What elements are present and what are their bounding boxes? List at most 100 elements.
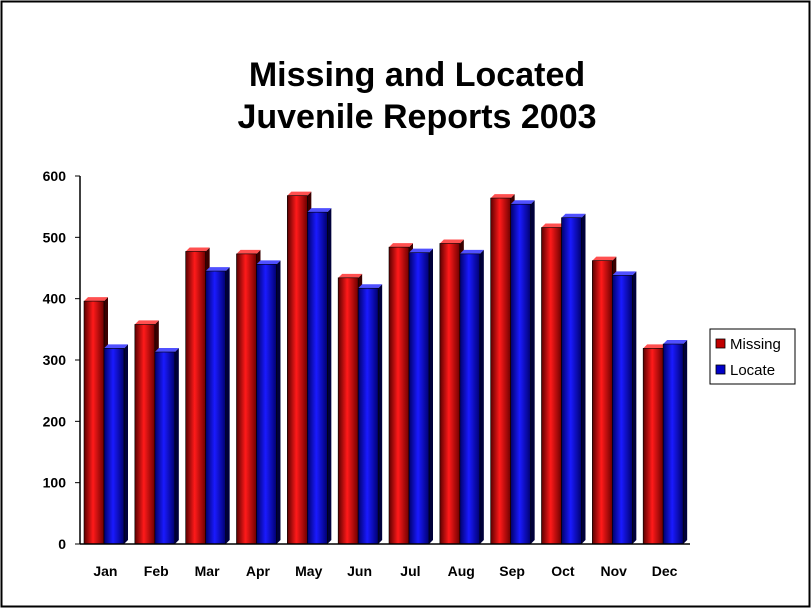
bar-top <box>439 239 464 244</box>
bars-layer <box>83 191 688 545</box>
x-tick-label-dec: Dec <box>652 563 678 579</box>
bar-face <box>459 253 481 545</box>
bar-locate-jun <box>357 284 383 545</box>
legend-label-missing: Missing <box>730 336 781 353</box>
bar-top <box>236 249 261 254</box>
bar-side <box>174 348 179 544</box>
bar-side <box>276 260 281 544</box>
y-tick-label: 100 <box>43 475 67 491</box>
bar-face <box>236 253 257 545</box>
bar-top <box>561 213 586 218</box>
bar-face <box>510 203 531 545</box>
bar-face <box>154 351 176 545</box>
bar-face <box>541 227 562 545</box>
bar-locate-may <box>307 208 332 545</box>
bar-top <box>104 344 128 349</box>
bar-locate-jan <box>103 344 128 545</box>
bar-side <box>378 284 383 544</box>
legend-swatch-locate <box>715 364 726 375</box>
bar-locate-nov <box>612 271 637 545</box>
bar-side <box>124 344 128 544</box>
x-tick-label-feb: Feb <box>144 563 169 579</box>
x-tick-label-aug: Aug <box>448 563 475 579</box>
x-tick-label-nov: Nov <box>601 563 628 579</box>
bar-top <box>510 200 535 205</box>
bar-top <box>663 340 688 345</box>
bar-top <box>592 256 617 261</box>
bar-top <box>287 191 312 196</box>
chart-title-line-1: Missing and Located <box>249 56 585 94</box>
bar-face <box>561 217 582 545</box>
bar-face <box>357 287 379 545</box>
bar-top <box>358 284 383 289</box>
bar-locate-oct <box>561 213 586 545</box>
bar-locate-aug <box>459 249 484 545</box>
bar-face <box>642 348 664 545</box>
y-tick-label: 500 <box>43 229 67 245</box>
bar-top <box>84 297 108 302</box>
bar-side <box>683 340 688 544</box>
bar-face <box>439 243 461 545</box>
bar-face <box>662 343 684 545</box>
bar-top <box>134 320 159 325</box>
bar-top <box>185 247 210 252</box>
bar-top <box>409 248 433 253</box>
x-tick-label-oct: Oct <box>551 563 575 579</box>
bar-locate-jul <box>408 248 433 545</box>
bar-face <box>103 348 125 545</box>
legend-swatch-missing <box>715 338 726 349</box>
bar-locate-apr <box>256 260 281 545</box>
bar-face <box>205 270 226 545</box>
bar-top <box>643 344 668 349</box>
legend: Missing Locate <box>709 328 796 385</box>
bar-locate-mar <box>205 267 230 545</box>
bar-face <box>134 324 156 545</box>
x-tick-label-mar: Mar <box>195 563 220 579</box>
legend-label-locate: Locate <box>730 362 775 379</box>
bar-face <box>612 275 633 545</box>
bar-locate-sep <box>510 200 535 545</box>
x-tick-label-sep: Sep <box>499 563 525 579</box>
bar-top <box>612 271 637 276</box>
bar-side <box>632 271 637 544</box>
bar-top <box>205 267 230 272</box>
bar-side <box>581 213 586 544</box>
y-tick-label: 0 <box>58 536 66 552</box>
bar-face <box>592 260 613 545</box>
y-ticks-layer: 0 100 200 300 400 500 600 <box>43 168 80 552</box>
bar-top <box>389 243 413 248</box>
x-ticks-layer: Jan Feb Mar Apr May Jun Jul Aug Sep Oct Nov Dec <box>93 563 677 579</box>
bar-top <box>256 260 281 265</box>
bar-top <box>307 208 332 213</box>
x-tick-label-jul: Jul <box>400 563 420 579</box>
bar-top <box>459 249 484 254</box>
bar-face <box>490 197 511 545</box>
bar-face <box>83 300 105 545</box>
bar-locate-dec <box>662 340 688 545</box>
x-tick-label-may: May <box>295 563 322 579</box>
y-tick-label: 600 <box>43 168 67 184</box>
bar-side <box>479 249 484 545</box>
bar-face <box>337 277 359 545</box>
legend-box <box>709 328 796 385</box>
x-tick-label-jun: Jun <box>347 563 372 579</box>
bar-top <box>154 348 179 353</box>
bar-face <box>256 264 277 545</box>
bar-top <box>338 273 363 278</box>
bar-face <box>185 251 206 545</box>
bar-face <box>408 252 430 545</box>
x-tick-label-jan: Jan <box>93 563 117 579</box>
bar-side <box>327 208 332 545</box>
bar-locate-feb <box>154 348 179 545</box>
bar-side <box>429 248 433 544</box>
bar-top <box>541 223 566 228</box>
y-tick-label: 300 <box>43 352 67 368</box>
bar-face <box>287 195 308 545</box>
bar-side <box>225 267 230 544</box>
bar-top <box>490 194 515 199</box>
bar-side <box>530 200 535 545</box>
x-tick-label-apr: Apr <box>246 563 271 579</box>
y-tick-label: 400 <box>43 291 67 307</box>
